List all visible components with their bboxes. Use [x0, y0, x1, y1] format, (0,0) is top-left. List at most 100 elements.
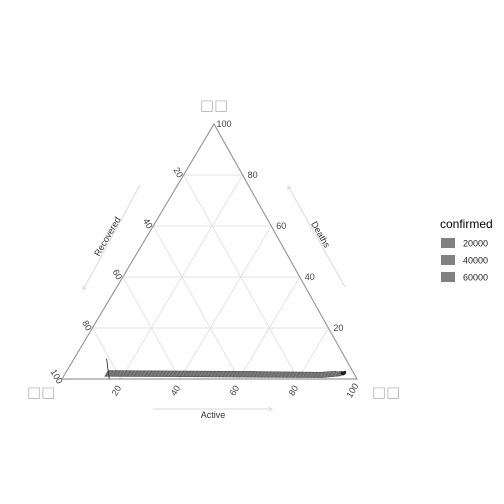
band-hatch — [146, 370, 151, 377]
band-hatch — [315, 372, 320, 378]
axis-title-recovered: Recovered — [92, 215, 122, 258]
band-hatch — [217, 371, 221, 377]
vertex-label-top: □□ — [200, 96, 228, 114]
grid-lines — [91, 174, 329, 380]
band-hatch — [118, 370, 123, 377]
arrow-recovered — [82, 184, 141, 291]
band-hatch — [150, 370, 154, 377]
tick-label-recovered: 60 — [111, 268, 125, 282]
legend-swatch — [441, 272, 455, 282]
band-hatch — [202, 371, 207, 377]
band-hatch — [284, 371, 288, 378]
grid-line — [297, 327, 329, 380]
arrow-deaths — [287, 185, 346, 288]
tick-label-active: 20 — [110, 384, 124, 398]
band-hatch — [224, 371, 228, 378]
tick-label-active: 80 — [287, 384, 301, 398]
grid-line — [152, 225, 240, 380]
band-hatch — [273, 371, 278, 378]
band-hatch — [227, 371, 232, 378]
vertex-label-left: □□ — [27, 383, 55, 401]
band-hatch — [167, 370, 172, 377]
band-hatch — [139, 370, 144, 377]
band-hatch — [114, 370, 119, 377]
band-hatch — [280, 371, 285, 378]
band-hatch — [248, 371, 253, 378]
triangle-frame — [60, 122, 359, 380]
band-hatch — [157, 370, 161, 377]
vertex-label-right: □□ — [372, 383, 400, 401]
legend-label: 20000 — [463, 239, 488, 249]
band-hatch — [241, 371, 246, 378]
band-hatch — [220, 371, 225, 377]
tick-label-active: 100 — [344, 381, 360, 399]
band-hatch — [238, 371, 242, 378]
band-tip — [340, 370, 347, 376]
band-hatch — [294, 371, 299, 378]
band-hatch — [111, 370, 116, 377]
band-hatch — [135, 370, 140, 377]
band-hatch — [326, 371, 331, 378]
grid-line — [122, 276, 181, 380]
band-hatch — [125, 370, 130, 377]
axis-title-active: Active — [201, 410, 226, 420]
band-outline — [106, 358, 110, 380]
band-hatch — [334, 371, 338, 377]
band-hatch — [255, 371, 260, 378]
legend-label: 40000 — [463, 256, 488, 266]
legend-swatch — [441, 255, 455, 265]
arrow-active-head — [268, 406, 274, 412]
band-hatch — [209, 371, 214, 377]
band-hatch — [308, 372, 313, 378]
legend-label: 60000 — [463, 273, 488, 283]
band-hatch — [269, 371, 274, 378]
band-hatch — [121, 370, 126, 377]
band-hatch — [319, 372, 323, 378]
arrow-recovered-head — [82, 285, 87, 291]
band-hatch — [199, 371, 204, 377]
tick-label-deaths: 80 — [248, 170, 258, 180]
legend-title: confirmed — [440, 217, 493, 231]
band-hatch — [192, 371, 197, 377]
band-hatch — [287, 371, 292, 378]
tick-label-deaths: 60 — [276, 221, 286, 231]
legend: confirmed 20000 40000 60000 — [440, 217, 493, 283]
band-hatch — [132, 370, 137, 377]
band-hatch — [174, 370, 179, 377]
band-hatch — [171, 370, 175, 377]
band-hatch — [298, 371, 302, 378]
band-hatch — [153, 370, 158, 377]
tick-label-deaths: 100 — [216, 119, 231, 129]
band-hatch — [322, 371, 327, 378]
tick-label-deaths: 40 — [305, 272, 315, 282]
tick-label-active: 60 — [228, 384, 242, 398]
legend-entries: 20000 40000 60000 — [441, 238, 488, 283]
band-hatch — [164, 370, 168, 377]
band-hatch — [312, 372, 316, 378]
band-hatch — [276, 371, 281, 378]
band-hatch — [245, 371, 250, 378]
band-hatch — [206, 371, 211, 377]
tick-label-recovered: 40 — [141, 217, 155, 231]
band-hatch — [262, 371, 267, 378]
band-hatch — [259, 371, 264, 378]
arrow-deaths-head — [287, 185, 292, 191]
tick-label-recovered: 20 — [171, 166, 185, 180]
band-hatch — [178, 370, 183, 377]
data-band — [104, 358, 347, 380]
band-hatch — [234, 371, 239, 378]
legend-swatch — [441, 238, 455, 248]
band-hatch — [252, 371, 257, 378]
tick-label-recovered: 80 — [80, 319, 94, 333]
band-hatch — [213, 371, 218, 377]
axis-arrows — [82, 184, 346, 412]
band-hatch — [181, 370, 186, 377]
band-hatch — [266, 371, 271, 378]
band-hatch — [231, 371, 235, 378]
band-hatch — [301, 372, 306, 378]
band-hatch — [142, 370, 147, 377]
band-hatch — [185, 370, 190, 377]
band-hatch — [188, 370, 193, 377]
